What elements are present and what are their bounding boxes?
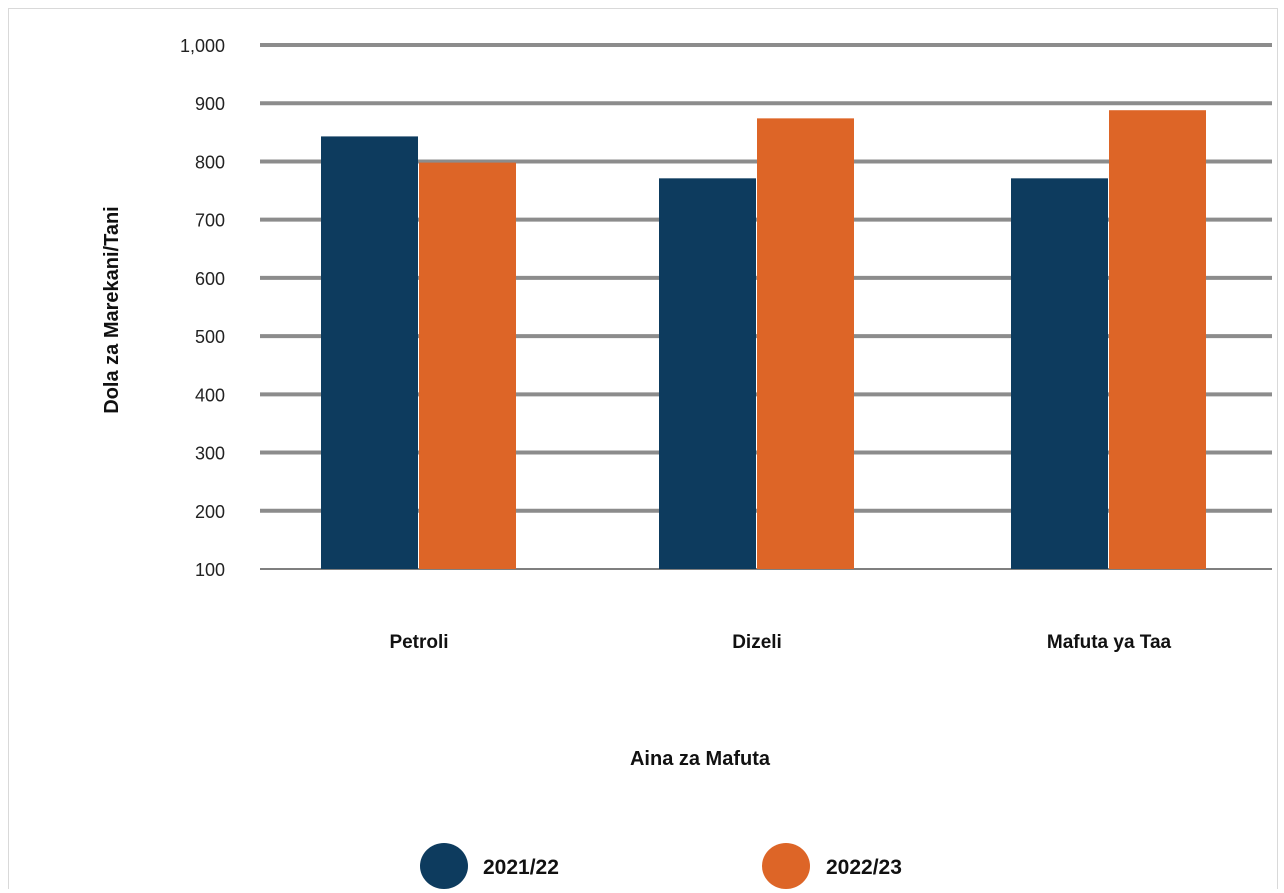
y-axis-title: Dola za Marekani/Tani <box>101 206 123 413</box>
bar <box>321 136 418 570</box>
bar <box>659 178 756 569</box>
legend-label: 2022/23 <box>826 856 902 879</box>
y-tick-label: 800 <box>195 152 225 172</box>
y-axis-ticks: 100 200 300 400 500 600 700 800 900 1,000 <box>180 36 225 580</box>
y-tick-label: 100 <box>195 560 225 580</box>
y-tick-label: 500 <box>195 327 225 347</box>
y-tick-label: 700 <box>195 211 225 231</box>
x-category-label: Mafuta ya Taa <box>1047 632 1172 653</box>
x-axis-title: Aina za Mafuta <box>630 748 771 770</box>
bar <box>1011 178 1108 569</box>
bar <box>757 118 854 570</box>
legend-swatch <box>762 843 810 889</box>
x-category-label: Petroli <box>389 632 448 653</box>
bar <box>419 162 516 569</box>
legend: 2021/22 2022/23 <box>420 843 902 889</box>
bar <box>1109 110 1206 569</box>
x-axis-categories: Petroli Dizeli Mafuta ya Taa <box>389 632 1171 653</box>
y-tick-label: 200 <box>195 502 225 522</box>
y-tick-label: 400 <box>195 385 225 405</box>
legend-label: 2021/22 <box>483 856 559 879</box>
y-tick-label: 1,000 <box>180 36 225 56</box>
y-tick-label: 300 <box>195 444 225 464</box>
bars <box>321 110 1206 570</box>
legend-swatch <box>420 843 468 889</box>
y-tick-label: 600 <box>195 269 225 289</box>
y-tick-label: 900 <box>195 94 225 114</box>
x-category-label: Dizeli <box>732 632 782 653</box>
